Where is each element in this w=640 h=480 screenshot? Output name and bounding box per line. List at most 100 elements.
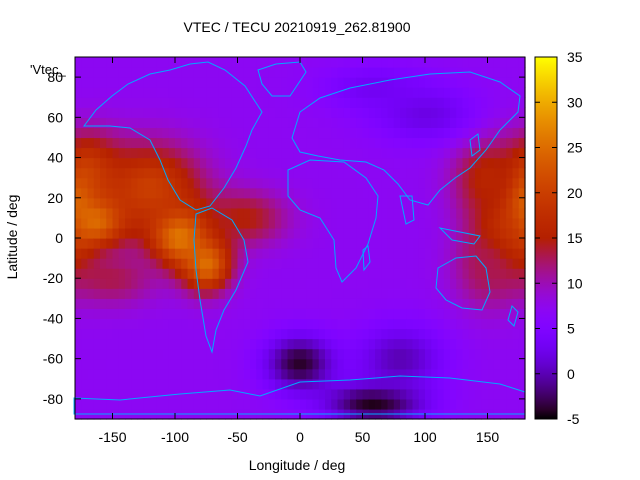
heatmap-cell [425, 298, 432, 309]
heatmap-cell [406, 348, 414, 360]
heatmap-cell [425, 117, 432, 128]
heatmap-cell [318, 308, 326, 320]
heatmap-cell [506, 177, 514, 189]
heatmap-cell [487, 197, 495, 209]
heatmap-cell [462, 177, 470, 189]
heatmap-cell [418, 57, 426, 68]
heatmap-cell [187, 147, 195, 159]
heatmap-cell [237, 338, 245, 350]
heatmap-cell [293, 177, 301, 189]
heatmap-cell [212, 167, 220, 179]
heatmap-cell [168, 177, 176, 189]
heatmap-cell [237, 248, 245, 259]
heatmap-cell [393, 318, 401, 330]
heatmap-cell [312, 77, 320, 88]
heatmap-cell [106, 117, 114, 128]
heatmap-cell [437, 177, 445, 189]
heatmap-cell [381, 288, 389, 299]
heatmap-cell [131, 157, 139, 169]
heatmap-cell [387, 207, 395, 219]
heatmap-cell [287, 217, 295, 229]
heatmap-cell [450, 318, 457, 330]
heatmap-cell [225, 268, 232, 279]
heatmap-cell [150, 288, 157, 299]
heatmap-cell [168, 57, 176, 68]
heatmap-cell [250, 248, 257, 259]
heatmap-cell [475, 268, 482, 279]
heatmap-cell [512, 358, 520, 370]
heatmap-cell [493, 227, 501, 239]
heatmap-cell [125, 137, 132, 149]
heatmap-cell [75, 227, 82, 239]
heatmap-cell [468, 308, 476, 320]
heatmap-cell [231, 127, 239, 139]
heatmap-cell [518, 227, 526, 239]
heatmap-cell [431, 137, 439, 149]
heatmap-cell [100, 288, 107, 299]
heatmap-cell [237, 227, 245, 239]
heatmap-cell [412, 308, 420, 320]
heatmap-cell [350, 227, 357, 239]
heatmap-cell [231, 227, 239, 239]
heatmap-cell [93, 117, 101, 128]
heatmap-cell [143, 338, 151, 350]
heatmap-cell [137, 358, 145, 370]
heatmap-cell [356, 308, 364, 320]
heatmap-cell [293, 187, 301, 199]
heatmap-cell [475, 338, 482, 350]
heatmap-cell [218, 378, 226, 390]
heatmap-cell [100, 137, 107, 149]
heatmap-cell [256, 187, 264, 199]
heatmap-cell [356, 398, 364, 410]
heatmap-cell [250, 57, 257, 68]
heatmap-cell [331, 57, 339, 68]
heatmap-cell [250, 137, 257, 149]
heatmap-cell [487, 177, 495, 189]
heatmap-cell [275, 378, 282, 390]
heatmap-cell [431, 167, 439, 179]
heatmap-cell [106, 147, 114, 159]
heatmap-cell [243, 398, 251, 410]
heatmap-cell [87, 127, 95, 139]
heatmap-cell [218, 67, 226, 78]
heatmap-cell [456, 358, 464, 370]
heatmap-cell [481, 87, 489, 98]
heatmap-cell [256, 268, 264, 279]
heatmap-cell [243, 227, 251, 239]
heatmap-cell [381, 278, 389, 289]
heatmap-cell [500, 217, 507, 229]
heatmap-cell [193, 177, 201, 189]
heatmap-cell [237, 207, 245, 219]
heatmap-cell [218, 147, 226, 159]
heatmap-cell [168, 348, 176, 360]
heatmap-cell [212, 207, 220, 219]
heatmap-cell [418, 358, 426, 370]
heatmap-cell [118, 97, 126, 108]
heatmap-cell [462, 268, 470, 279]
heatmap-cell [193, 338, 201, 350]
heatmap-cell [143, 238, 151, 249]
heatmap-cell [162, 97, 170, 108]
heatmap-cell [231, 298, 239, 309]
heatmap-cell [218, 87, 226, 98]
heatmap-cell [250, 97, 257, 108]
heatmap-cell [256, 388, 264, 400]
heatmap-cell [100, 57, 107, 68]
heatmap-cell [487, 147, 495, 159]
heatmap-cell [300, 207, 307, 219]
heatmap-cell [262, 77, 270, 88]
heatmap-cell [306, 318, 314, 330]
heatmap-cell [475, 57, 482, 68]
heatmap-cell [175, 268, 182, 279]
heatmap-cell [350, 298, 357, 309]
heatmap-cell [437, 308, 445, 320]
heatmap-cell [468, 97, 476, 108]
heatmap-cell [237, 107, 245, 118]
heatmap-cell [437, 227, 445, 239]
heatmap-cell [262, 217, 270, 229]
heatmap-cell [318, 378, 326, 390]
heatmap-cell [406, 358, 414, 370]
heatmap-cell [393, 187, 401, 199]
heatmap-cell [450, 137, 457, 149]
heatmap-cell [343, 127, 351, 139]
